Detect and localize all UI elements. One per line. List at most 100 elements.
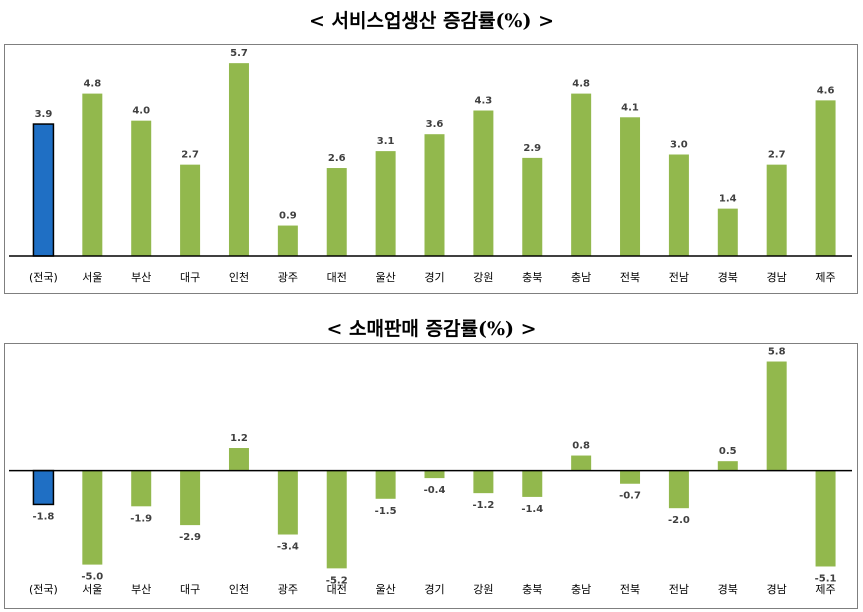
data-label: 1.2 [230,433,248,444]
bar [668,470,689,509]
data-label: 2.9 [523,143,541,154]
category-label: (전국) [29,271,58,284]
data-label: 2.6 [328,153,346,164]
category-label: 제주 [815,271,835,284]
category-label: 제주 [815,583,835,596]
category-label: 광주 [278,271,298,284]
category-label: 경북 [718,583,738,596]
bar [717,461,738,471]
category-label: 부산 [131,271,151,284]
bar [766,361,787,471]
data-label: 1.4 [719,194,737,205]
bar [815,470,836,567]
data-label: 4.8 [83,79,101,90]
bar [277,225,298,256]
bar [131,120,152,257]
bar [424,470,445,479]
category-label: 전북 [620,583,640,596]
bar [180,470,201,526]
bar [473,470,494,494]
category-label: 경기 [424,583,444,596]
bar [717,208,738,256]
data-label: -0.7 [619,491,641,502]
bar [131,470,152,507]
bar [375,470,396,499]
data-label: -2.9 [179,532,201,543]
data-label: -1.5 [375,506,397,517]
category-label: 충남 [571,271,591,284]
data-label: 5.8 [768,347,786,358]
category-label: 서울 [82,271,102,284]
bar [326,470,347,569]
data-label: -0.4 [424,485,446,496]
data-label: 0.5 [719,446,737,457]
category-label: (전국) [29,583,58,596]
data-label: 0.9 [279,211,297,222]
category-label: 강원 [473,271,493,284]
bar [522,157,543,256]
data-label: 4.6 [817,85,835,96]
bar [32,469,55,506]
bar [180,164,201,256]
category-label: 광주 [278,583,298,596]
data-label: 5.7 [230,48,248,59]
category-label: 전남 [669,583,689,596]
category-label: 부산 [131,583,151,596]
bar [32,123,55,257]
bar [82,93,103,256]
chart1-panel: 3.9 (전국) 4.8 서울 4.0 부산 2.7 대구 5.7 인천 0.9 광주 2.6 대전 3.1… [4,44,858,294]
category-label: 충남 [571,583,591,596]
bar [620,470,641,484]
category-label: 대전 [327,583,347,596]
category-label: 경기 [424,271,444,284]
bar [571,455,592,471]
category-label: 전남 [669,271,689,284]
data-label: 4.0 [132,106,150,117]
category-label: 경북 [718,271,738,284]
data-label: 3.9 [35,109,53,120]
chart2-title: < 소매판매 증감률(%) > [326,318,537,340]
category-label: 울산 [375,583,395,596]
data-label: 4.8 [572,79,590,90]
data-label: -5.2 [326,575,348,586]
category-label: 대전 [327,271,347,284]
data-label: -1.4 [521,504,543,515]
bar [375,151,396,256]
bar [228,448,249,471]
data-label: -5.0 [81,572,103,583]
chart2-panel: -1.8 (전국) -5.0 서울 -1.9 부산 -2.9 대구 1.2 인천 -3.4 광주 -5.… [4,343,858,609]
data-label: -3.4 [277,542,299,553]
bar [424,134,445,256]
bar [815,100,836,256]
category-label: 충북 [522,583,542,596]
data-label: 0.8 [572,441,590,452]
bar [228,63,249,257]
bar [82,470,103,565]
data-label: -1.2 [472,500,494,511]
data-label: 3.0 [670,140,688,151]
data-label: 3.6 [426,119,444,130]
category-label: 충북 [522,271,542,284]
data-label: -2.0 [668,515,690,526]
category-label: 경남 [767,583,787,596]
bar [571,93,592,256]
category-label: 강원 [473,583,493,596]
bar [277,470,298,535]
data-label: 3.1 [377,136,395,147]
data-label: -1.9 [130,513,152,524]
category-label: 대구 [180,271,200,284]
bar [473,110,494,257]
data-label: 2.7 [181,150,199,161]
bar [668,154,689,256]
category-label: 경남 [767,271,787,284]
data-label: 4.3 [475,96,493,107]
data-label: -1.8 [33,511,55,522]
bar [766,164,787,256]
data-label: 2.7 [768,150,786,161]
category-label: 서울 [82,583,102,596]
category-label: 인천 [229,582,249,596]
service-production-chart: 3.9 (전국) 4.8 서울 4.0 부산 2.7 대구 5.7 인천 0.9 광주 2.6 대전 3.1… [9,48,852,284]
category-label: 인천 [229,270,249,284]
retail-sales-chart: -1.8 (전국) -5.0서울 -1.9 부산 -2.9 대구 1.2 인천 -3.4 광주 -5.… [9,347,852,596]
data-label: -5.1 [815,573,837,584]
